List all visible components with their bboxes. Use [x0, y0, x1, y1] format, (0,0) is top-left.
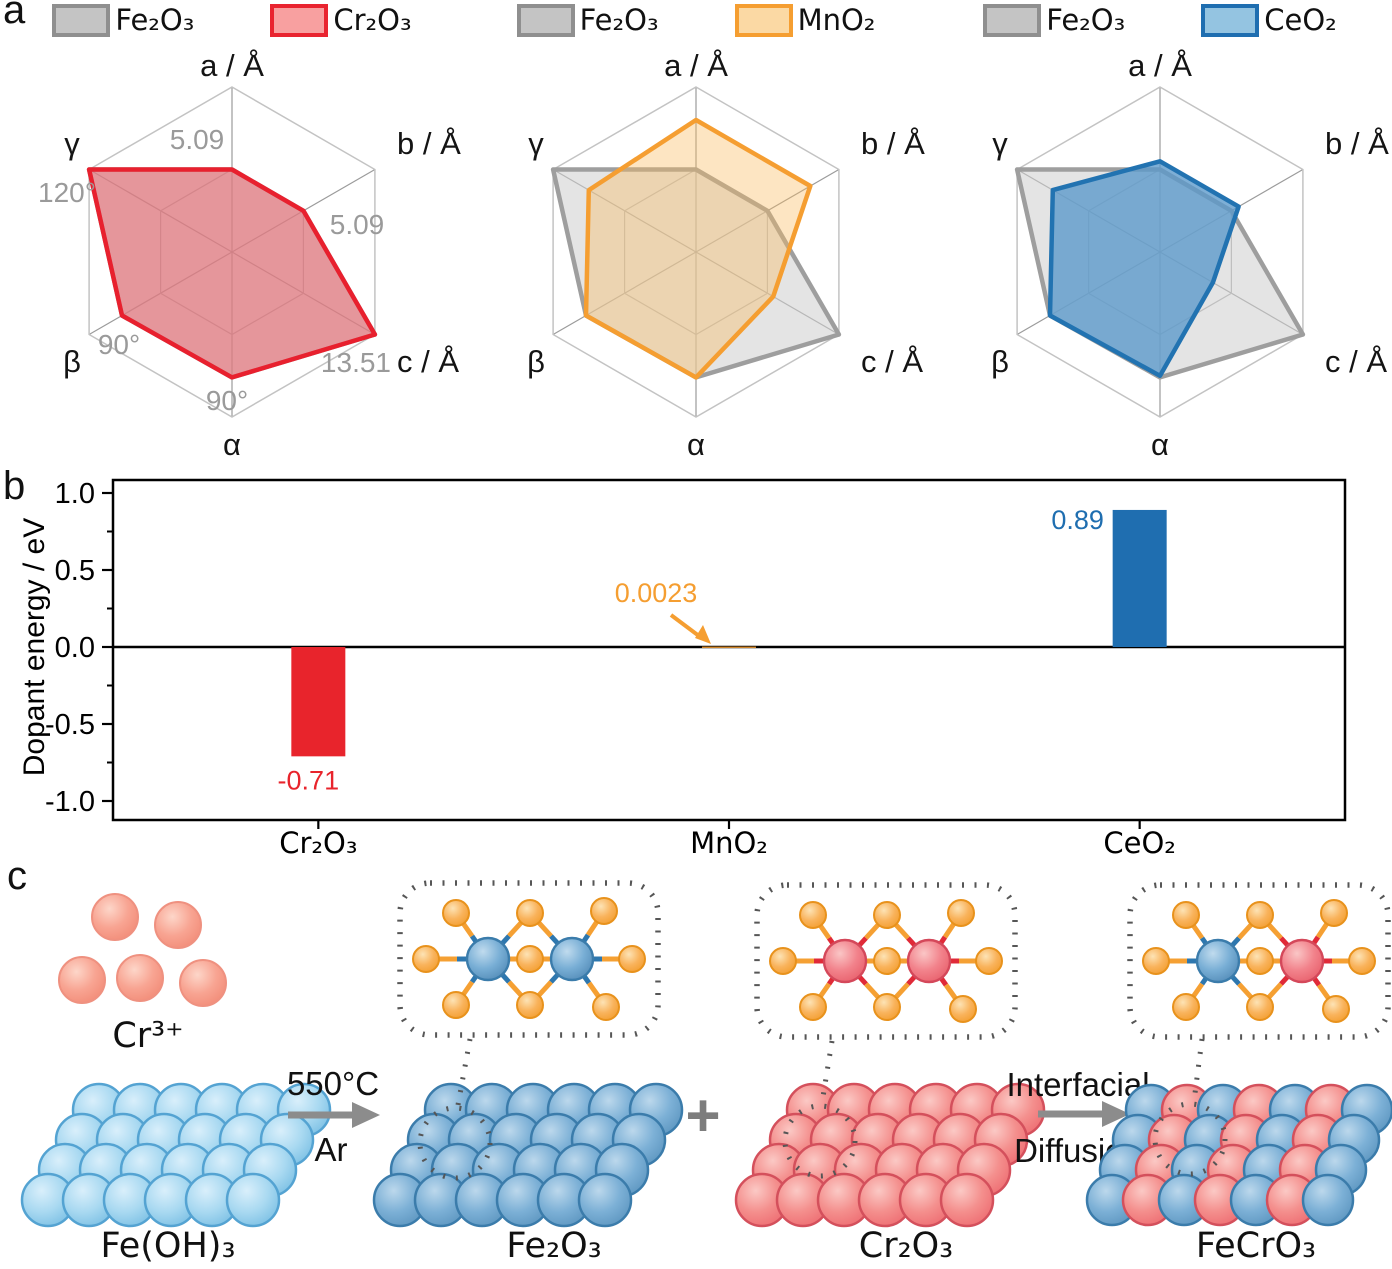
cr-ion-label: Cr³⁺ [112, 1016, 183, 1056]
svg-text:β: β [991, 344, 1009, 379]
radar-panel-ceo2: Fe₂O₃ CeO₂ a / Å b / Å c / Å α β γ [928, 0, 1392, 460]
legend-label: MnO₂ [797, 3, 876, 37]
legend-item-cr2o3: Cr₂O₃ [270, 3, 412, 37]
fecro3-label: FeCrO₃ [1196, 1226, 1316, 1266]
feoh3-lattice [20, 1082, 332, 1228]
svg-text:a / Å: a / Å [200, 48, 264, 83]
inset-border [397, 880, 661, 1038]
legend-label: Cr₂O₃ [333, 3, 412, 37]
arrow-head [352, 1102, 380, 1128]
panel-b-label: b [3, 464, 26, 508]
legend-label: Fe₂O₃ [579, 3, 659, 37]
cr2o3-label: Cr₂O₃ [859, 1226, 953, 1266]
zoom-connector-cr2o3 [819, 1040, 835, 1104]
fe2o3-label: Fe₂O₃ [506, 1226, 601, 1266]
atmosphere-label: Ar [315, 1131, 348, 1168]
svg-text:b / Å: b / Å [397, 126, 461, 161]
zoom-connector-fecro3 [1191, 1038, 1205, 1102]
fecro3-lattice [1085, 1083, 1392, 1227]
legend-label: Fe₂O₃ [115, 3, 195, 37]
svg-text:Dopant energy / eV: Dopant energy / eV [18, 518, 51, 777]
inset-border [1127, 882, 1391, 1040]
feoh3-label: Fe(OH)₃ [101, 1226, 236, 1266]
radar-panel-cr2o3: Fe₂O₃ Cr₂O₃ a / Å b / Å c / Å α β γ 5.09 5.09 13… [0, 0, 464, 460]
plus-sign: + [685, 1082, 720, 1149]
svg-text:α: α [1151, 427, 1169, 458]
legend-swatch-ceo2 [1201, 3, 1260, 37]
fecro3-structure-inset [1127, 882, 1391, 1040]
svg-text:0.89: 0.89 [1051, 505, 1104, 535]
svg-text:c / Å: c / Å [397, 344, 459, 379]
svg-text:γ: γ [528, 126, 544, 161]
svg-text:Cr₂O₃: Cr₂O₃ [279, 826, 357, 855]
legend-item-mno2: MnO₂ [734, 3, 876, 37]
svg-text:13.51: 13.51 [321, 347, 391, 378]
interfacial-label: Interfacial [1006, 1066, 1149, 1103]
svg-text:-1.0: -1.0 [45, 786, 95, 818]
svg-text:a / Å: a / Å [664, 48, 728, 83]
legend-row: Fe₂O₃ CeO₂ [928, 3, 1392, 37]
radar-chart-cr2o3: a / Å b / Å c / Å α β γ 5.09 5.09 13.51 90° 90° 120… [38, 48, 461, 458]
legend-swatch-cr2o3 [270, 3, 329, 37]
svg-text:CeO₂: CeO₂ [1103, 826, 1176, 855]
panel-a-label: a [3, 0, 26, 32]
cr2o3-structure-inset [754, 882, 1018, 1040]
fe2o3-lattice [372, 1082, 684, 1228]
svg-text:0.0023: 0.0023 [615, 578, 698, 608]
svg-text:γ: γ [992, 126, 1008, 161]
fe2o3-structure-inset [397, 880, 661, 1038]
legend-swatch-fe2o3 [52, 3, 111, 37]
cr-ion-cluster [58, 893, 227, 1007]
svg-text:MnO₂: MnO₂ [690, 826, 768, 855]
svg-text:a / Å: a / Å [1128, 48, 1192, 83]
dopant-energy-bar-chart: 1.0 0.5 0.0 -0.5 -1.0 Dopant energy / eV Cr₂O₃… [18, 478, 1347, 855]
legend-label: Fe₂O₃ [1046, 3, 1126, 37]
radar-chart-mno2: a / Å b / Å c / Å α β γ [527, 48, 925, 458]
svg-text:-0.71: -0.71 [278, 765, 340, 795]
svg-text:β: β [63, 344, 81, 379]
inset-border [754, 882, 1018, 1040]
legend-swatch-fe2o3 [516, 3, 575, 37]
svg-text:c / Å: c / Å [861, 344, 923, 379]
svg-text:5.09: 5.09 [330, 209, 385, 240]
svg-text:90°: 90° [98, 329, 140, 360]
svg-text:-0.5: -0.5 [45, 709, 95, 741]
zoom-circle-fe2o3 [417, 1105, 493, 1181]
cr2o3-lattice [734, 1082, 1046, 1228]
svg-text:c / Å: c / Å [1325, 344, 1387, 379]
radar-chart-ceo2: a / Å b / Å c / Å α β γ [991, 48, 1389, 458]
legend-row: Fe₂O₃ MnO₂ [464, 3, 928, 37]
legend-item-ceo2: CeO₂ [1201, 3, 1337, 37]
legend-item-fe2o3: Fe₂O₃ [516, 3, 659, 37]
svg-text:b / Å: b / Å [1325, 126, 1389, 161]
svg-text:90°: 90° [206, 385, 248, 416]
legend-item-fe2o3: Fe₂O₃ [983, 3, 1125, 37]
svg-text:0.0: 0.0 [55, 632, 95, 664]
zoom-circle-cr2o3 [782, 1103, 858, 1179]
calcination-arrow: 550°C Ar [287, 1065, 380, 1168]
legend-label: CeO₂ [1264, 3, 1337, 37]
legend-swatch-mno2 [734, 3, 793, 37]
temperature-label: 550°C [287, 1065, 379, 1102]
radar-panel-mno2: Fe₂O₃ MnO₂ a / Å b / Å c / Å α β γ [464, 0, 928, 460]
legend-swatch-fe2o3 [983, 3, 1042, 37]
arrow-head [1102, 1101, 1130, 1127]
svg-text:β: β [527, 344, 545, 379]
legend-row: Fe₂O₃ Cr₂O₃ [0, 3, 464, 37]
svg-text:1.0: 1.0 [55, 478, 95, 510]
svg-text:b / Å: b / Å [861, 126, 925, 161]
svg-text:γ: γ [64, 126, 80, 161]
legend-item-fe2o3: Fe₂O₃ [52, 3, 194, 37]
svg-text:0.5: 0.5 [55, 555, 95, 587]
svg-text:5.09: 5.09 [170, 124, 225, 155]
svg-text:α: α [687, 427, 705, 458]
svg-text:120°: 120° [38, 177, 96, 208]
synthesis-scheme: Cr³⁺ Fe(OH)₃ 550°C Ar Fe₂O₃ + Cr₂O₃ Inte… [20, 880, 1392, 1266]
zoom-circle-fecro3 [1152, 1101, 1228, 1177]
panel-c-label: c [7, 854, 27, 898]
svg-text:α: α [223, 427, 241, 458]
